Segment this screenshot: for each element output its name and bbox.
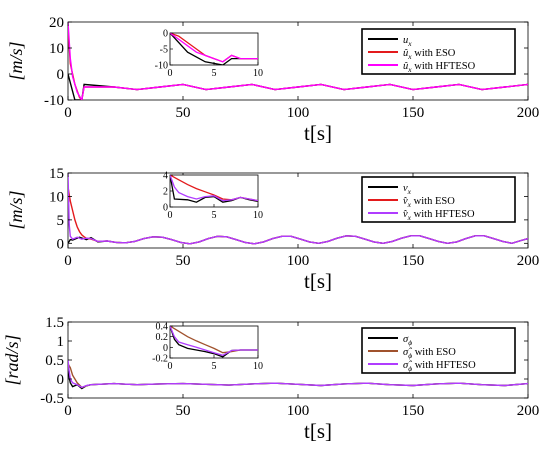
x-axis-label: t[s]	[304, 121, 332, 145]
y-tick-label: 0	[57, 236, 65, 252]
x-tick-label: 0	[64, 105, 72, 121]
inset-y-tick-label: 0	[163, 343, 168, 354]
inset-y-tick-label: 2	[163, 187, 168, 198]
x-tick-label: 100	[287, 105, 310, 121]
x-axis-label: t[s]	[304, 419, 332, 443]
y-axis-label: [rad/s]	[2, 334, 22, 385]
inset-x-tick-label: 0	[168, 361, 173, 372]
y-tick-label: 20	[49, 15, 64, 31]
y-tick-label: 1.5	[45, 315, 64, 331]
x-tick-label: 0	[64, 403, 72, 419]
series-line-2	[68, 22, 528, 100]
y-tick-label: 0.5	[45, 353, 64, 369]
inset-x-tick-label: 0	[168, 68, 173, 79]
x-tick-label: 100	[287, 403, 310, 419]
inset-frame	[169, 174, 259, 208]
legend-label: ûx with ESO	[403, 48, 456, 61]
legend-label: ux	[403, 35, 412, 48]
x-tick-label: 50	[176, 105, 191, 121]
inset-x-tick-label: 5	[212, 210, 217, 221]
legend-label: v̂x with ESO	[403, 196, 455, 209]
x-tick-label: 200	[517, 403, 540, 419]
inset-y-tick-label: 0.4	[156, 322, 169, 333]
inset-x-tick-label: 10	[253, 361, 263, 372]
inset-y-tick-label: -10	[155, 61, 168, 72]
x-tick-label: 150	[402, 403, 425, 419]
inset-y-tick-label: 4	[163, 171, 168, 182]
x-tick-label: 0	[64, 253, 72, 269]
y-tick-label: -10	[44, 93, 64, 109]
inset-y-tick-label: 0	[163, 203, 168, 214]
inset-plot: 0 5 10 0 2 4	[163, 171, 263, 222]
inset-x-tick-label: 10	[253, 210, 263, 221]
y-axis-label: [m/s]	[6, 190, 26, 229]
series-line-2	[68, 173, 528, 245]
x-axis-label: t[s]	[304, 269, 332, 293]
inset-x-tick-label: 5	[212, 361, 217, 372]
legend-label: vx	[403, 183, 412, 196]
inset-series-line-2	[170, 33, 258, 63]
legend-label: σ̂ϕ with HFTESO	[403, 360, 476, 373]
y-tick-label: -0.5	[40, 391, 64, 407]
y-tick-label: 0	[57, 67, 65, 83]
y-tick-label: 0	[57, 372, 65, 388]
y-tick-label: 1	[57, 334, 65, 350]
inset-plot: 0 5 10-0.200.20.4	[152, 322, 263, 373]
y-axis-label: [m/s]	[6, 41, 26, 80]
inset-x-tick-label: 10	[253, 68, 263, 79]
x-tick-label: 50	[176, 253, 191, 269]
y-tick-label: 10	[49, 189, 64, 205]
inset-y-tick-label: -5	[160, 45, 168, 56]
y-tick-label: 5	[57, 213, 65, 229]
inset-y-tick-label: 0	[163, 29, 168, 40]
x-tick-label: 100	[287, 253, 310, 269]
legend-label: σϕ	[403, 334, 412, 347]
legend-label: ûx with HFTESO	[403, 61, 476, 74]
inset-x-tick-label: 5	[212, 68, 217, 79]
x-tick-label: 150	[402, 105, 425, 121]
y-tick-label: 15	[49, 166, 64, 182]
inset-x-tick-label: 0	[168, 210, 173, 221]
inset-series-line-2	[170, 326, 258, 356]
x-tick-label: 150	[402, 253, 425, 269]
legend-label: v̂x with HFTESO	[403, 209, 475, 222]
inset-y-tick-label: 0.2	[156, 332, 169, 343]
inset-series-line-2	[170, 175, 258, 202]
inset-plot: 0 5 10 -10 -5 0	[155, 29, 263, 80]
inset-y-tick-label: -0.2	[152, 354, 168, 365]
chart-panel-bottom: 0 50 100 150 200-0.500.511.5t[s][rad/s] 0 5 10-…	[2, 315, 539, 443]
inset-frame	[169, 32, 259, 66]
y-tick-label: 10	[49, 41, 64, 57]
legend-label: σ̂ϕ with ESO	[403, 347, 456, 360]
x-tick-label: 50	[176, 403, 191, 419]
x-tick-label: 200	[517, 105, 540, 121]
series-line-2	[68, 359, 528, 389]
x-tick-label: 200	[517, 253, 540, 269]
